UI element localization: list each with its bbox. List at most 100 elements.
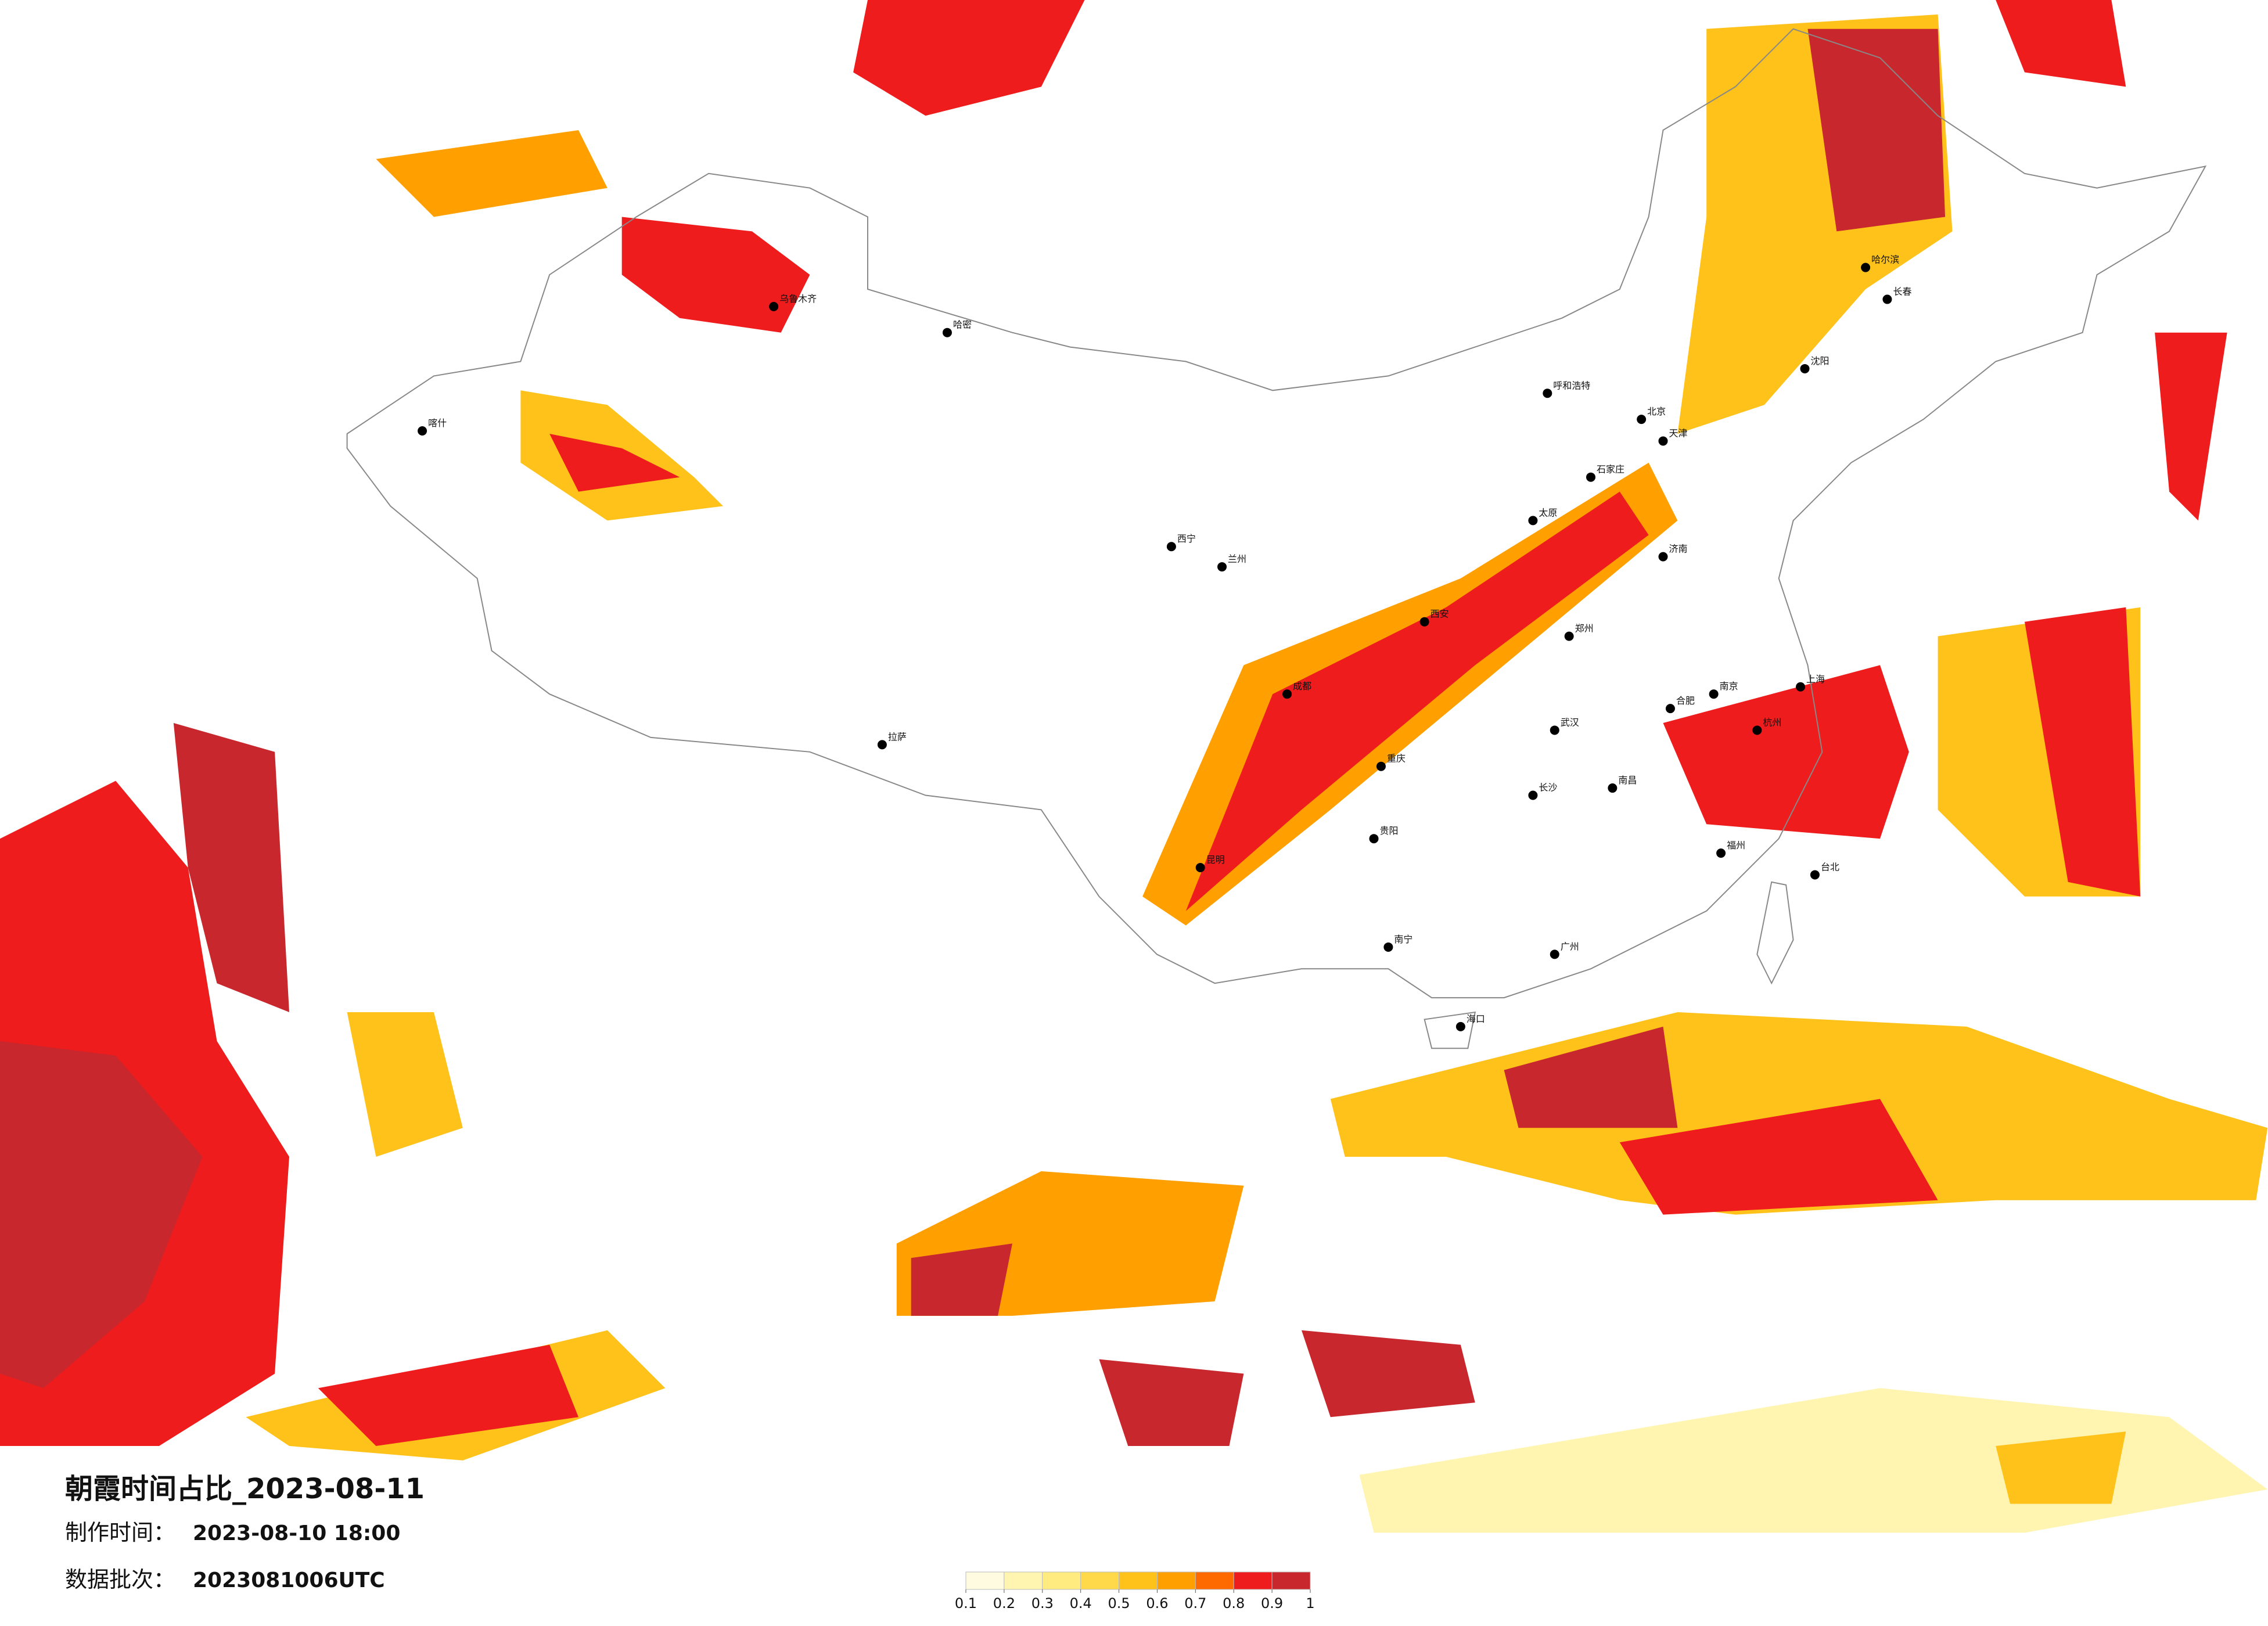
city-label: 南昌 — [1618, 775, 1637, 786]
city-label: 合肥 — [1676, 695, 1695, 706]
city-label: 石家庄 — [1597, 464, 1624, 475]
city-dot — [1810, 870, 1820, 880]
city-dot — [1376, 761, 1386, 771]
city-dot — [1752, 725, 1762, 735]
city-label: 西安 — [1430, 609, 1449, 620]
colorbar-segment — [1042, 1571, 1081, 1590]
field-area — [911, 1243, 1012, 1316]
city-dot — [1800, 364, 1810, 373]
colorbar-tick-label: 0.3 — [1031, 1595, 1054, 1611]
field-area — [621, 217, 810, 333]
city-dot — [1709, 689, 1719, 699]
city-dot — [1665, 704, 1675, 714]
colorbar-segment — [1271, 1571, 1311, 1590]
city-label: 太原 — [1539, 507, 1557, 518]
city-label: 兰州 — [1228, 553, 1246, 564]
city-label: 昆明 — [1206, 854, 1225, 865]
city-label: 贵阳 — [1380, 825, 1399, 836]
city-dot — [1383, 942, 1393, 952]
data-batch-label: 数据批次： — [65, 1567, 175, 1592]
colorbar-tick-label: 0.2 — [993, 1595, 1015, 1611]
field-area — [0, 1041, 203, 1388]
city-label: 长春 — [1893, 286, 1911, 297]
city-label: 南宁 — [1394, 934, 1412, 945]
city-dot — [1550, 725, 1559, 735]
colorbar-tick-label: 0.6 — [1146, 1595, 1168, 1611]
field-area — [1359, 1388, 2268, 1533]
island-border — [1424, 1011, 1476, 1049]
city-label: 福州 — [1727, 840, 1745, 851]
city-label: 哈密 — [953, 319, 972, 330]
field-area — [549, 434, 680, 492]
city-label: 北京 — [1647, 406, 1666, 417]
city-label: 乌鲁木齐 — [779, 293, 817, 304]
city-dot — [418, 426, 427, 436]
production-time-label: 制作时间： — [65, 1520, 175, 1545]
city-dot — [1369, 834, 1379, 844]
field-area — [2025, 607, 2141, 897]
city-label: 喀什 — [428, 418, 447, 429]
city-dot — [1716, 848, 1726, 858]
city-dot — [1564, 631, 1574, 641]
field-area — [1996, 0, 2126, 87]
city-dot — [1217, 562, 1227, 572]
production-time-value: 2023-08-10 18:00 — [193, 1521, 400, 1545]
field-area — [1302, 1330, 1475, 1418]
colorbar-segment — [1195, 1571, 1234, 1590]
city-dot — [877, 740, 887, 750]
field-area — [1996, 1431, 2126, 1504]
city-label: 海口 — [1467, 1013, 1485, 1024]
city-label: 武汉 — [1561, 717, 1579, 728]
city-label: 台北 — [1821, 861, 1839, 872]
colorbar-tick-label: 0.5 — [1108, 1595, 1130, 1611]
city-label: 天津 — [1669, 427, 1688, 438]
city-dot — [1586, 472, 1595, 482]
city-dot — [1658, 552, 1668, 562]
city-dot — [1861, 262, 1871, 272]
colorbar-tick-label: 0.7 — [1184, 1595, 1206, 1611]
city-dot — [1455, 1021, 1465, 1031]
field-area — [318, 1344, 578, 1446]
city-dot — [1528, 516, 1538, 526]
city-label: 广州 — [1561, 941, 1579, 952]
colorbar-segment — [1080, 1571, 1120, 1590]
field-area — [1504, 1026, 1678, 1128]
city-label: 拉萨 — [888, 731, 907, 742]
city-dot — [1658, 436, 1668, 446]
city-dot — [1528, 790, 1538, 800]
city-dot — [1166, 542, 1176, 552]
city-label: 沈阳 — [1811, 355, 1830, 366]
field-area — [1619, 1099, 1938, 1215]
field-area — [376, 130, 608, 217]
city-label: 南京 — [1720, 681, 1738, 692]
colorbar-tick-label: 0.8 — [1223, 1595, 1245, 1611]
city-dot — [1282, 689, 1292, 699]
colorbar-segment — [965, 1571, 1005, 1590]
city-dot — [942, 328, 952, 337]
colorbar-segment — [1156, 1571, 1196, 1590]
city-label: 长沙 — [1539, 782, 1557, 793]
colorbar-segment — [1119, 1571, 1158, 1590]
field-area — [853, 0, 1085, 116]
city-dot — [769, 301, 779, 311]
city-label: 济南 — [1669, 544, 1688, 555]
city-label: 哈尔滨 — [1871, 254, 1899, 265]
colorbar-tick-label: 0.9 — [1261, 1595, 1283, 1611]
city-dot — [1543, 388, 1552, 398]
city-label: 成都 — [1293, 681, 1311, 692]
field-area — [1185, 491, 1649, 911]
field-area — [1099, 1359, 1244, 1446]
field-area — [2155, 332, 2227, 521]
city-dot — [1637, 415, 1647, 425]
city-label: 上海 — [1806, 674, 1825, 685]
data-batch-value: 2023081006UTC — [193, 1569, 385, 1592]
field-area — [173, 723, 289, 1012]
city-dot — [1796, 682, 1806, 692]
colorbar-tick-label: 1 — [1306, 1595, 1314, 1611]
colorbar: 0.1 0.2 0.3 0.4 0.5 0.6 0.7 0.8 0.9 1 — [955, 1571, 1315, 1611]
city-dot — [1882, 294, 1892, 304]
field-area — [347, 1012, 463, 1157]
city-dot — [1195, 863, 1205, 872]
city-label: 重庆 — [1387, 753, 1406, 764]
